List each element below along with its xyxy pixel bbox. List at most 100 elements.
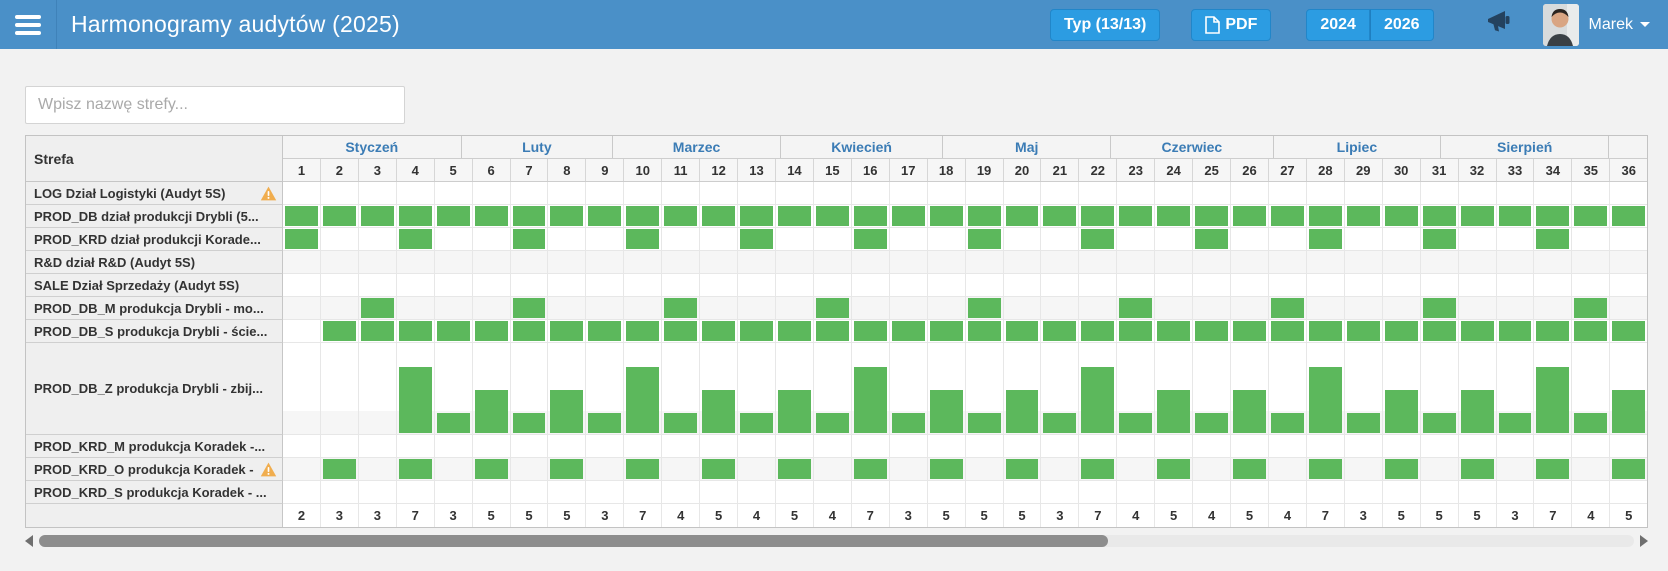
audit-cell[interactable]	[1572, 343, 1611, 435]
audit-cell[interactable]	[624, 205, 663, 228]
audit-cell[interactable]	[320, 205, 359, 228]
scrollbar-track[interactable]	[39, 535, 1634, 547]
audit-cell[interactable]	[813, 343, 852, 435]
audit-cell[interactable]	[586, 205, 625, 228]
audit-cell[interactable]	[1306, 205, 1345, 228]
audit-cell[interactable]	[358, 205, 397, 228]
audit-cell[interactable]	[1231, 458, 1269, 481]
audit-cell[interactable]	[738, 343, 776, 435]
audit-cell[interactable]	[851, 205, 890, 228]
audit-cell[interactable]	[889, 343, 928, 435]
audit-cell[interactable]	[738, 320, 776, 343]
audit-cell[interactable]	[1079, 228, 1118, 251]
audit-cell[interactable]	[1003, 205, 1042, 228]
audit-cell[interactable]	[510, 228, 549, 251]
audit-cell[interactable]	[1458, 320, 1497, 343]
audit-cell[interactable]	[1117, 297, 1156, 320]
audit-cell[interactable]	[1458, 458, 1497, 481]
audit-cell[interactable]	[1496, 343, 1535, 435]
audit-cell[interactable]	[775, 205, 814, 228]
scrollbar-thumb[interactable]	[39, 535, 1108, 547]
audit-cell[interactable]	[813, 205, 852, 228]
year-2024-button[interactable]: 2024	[1306, 8, 1370, 41]
audit-cell[interactable]	[775, 458, 814, 481]
audit-cell[interactable]	[1079, 320, 1118, 343]
audit-cell[interactable]	[738, 228, 776, 251]
audit-cell[interactable]	[283, 228, 321, 251]
audit-cell[interactable]	[1003, 343, 1042, 435]
scroll-left-arrow[interactable]	[25, 535, 33, 547]
audit-cell[interactable]	[1458, 205, 1497, 228]
audit-cell[interactable]	[700, 458, 739, 481]
year-2026-button[interactable]: 2026	[1369, 8, 1434, 41]
audit-cell[interactable]	[1155, 205, 1194, 228]
audit-cell[interactable]	[1231, 205, 1269, 228]
audit-cell[interactable]	[1496, 320, 1535, 343]
hamburger-menu-icon[interactable]	[0, 0, 57, 49]
audit-cell[interactable]	[851, 320, 890, 343]
audit-cell[interactable]	[1534, 205, 1573, 228]
audit-cell[interactable]	[700, 205, 739, 228]
audit-cell[interactable]	[548, 320, 587, 343]
audit-cell[interactable]	[586, 320, 625, 343]
audit-cell[interactable]	[396, 228, 435, 251]
audit-cell[interactable]	[662, 320, 701, 343]
audit-cell[interactable]	[1268, 205, 1307, 228]
audit-cell[interactable]	[1117, 343, 1156, 435]
audit-cell[interactable]	[851, 228, 890, 251]
audit-cell[interactable]	[1382, 205, 1421, 228]
audit-cell[interactable]	[700, 320, 739, 343]
audit-cell[interactable]	[662, 297, 701, 320]
audit-cell[interactable]	[1458, 343, 1497, 435]
audit-cell[interactable]	[851, 458, 890, 481]
audit-cell[interactable]	[1306, 320, 1345, 343]
audit-cell[interactable]	[1344, 343, 1383, 435]
audit-cell[interactable]	[662, 205, 701, 228]
audit-cell[interactable]	[1231, 320, 1269, 343]
audit-cell[interactable]	[1117, 320, 1156, 343]
audit-cell[interactable]	[927, 343, 966, 435]
audit-cell[interactable]	[1306, 228, 1345, 251]
audit-cell[interactable]	[1382, 343, 1421, 435]
audit-cell[interactable]	[624, 228, 663, 251]
audit-cell[interactable]	[624, 458, 663, 481]
audit-cell[interactable]	[1041, 343, 1080, 435]
audit-cell[interactable]	[1003, 320, 1042, 343]
audit-cell[interactable]	[472, 320, 511, 343]
audit-cell[interactable]	[1041, 320, 1080, 343]
audit-cell[interactable]	[1193, 205, 1232, 228]
audit-cell[interactable]	[1306, 458, 1345, 481]
audit-cell[interactable]	[1572, 297, 1611, 320]
audit-cell[interactable]	[662, 343, 701, 435]
audit-cell[interactable]	[510, 205, 549, 228]
audit-cell[interactable]	[889, 320, 928, 343]
audit-cell[interactable]	[1420, 343, 1459, 435]
audit-cell[interactable]	[775, 343, 814, 435]
audit-cell[interactable]	[1610, 458, 1648, 481]
audit-cell[interactable]	[586, 343, 625, 435]
audit-cell[interactable]	[1003, 458, 1042, 481]
audit-cell[interactable]	[927, 320, 966, 343]
audit-cell[interactable]	[965, 297, 1004, 320]
audit-cell[interactable]	[283, 205, 321, 228]
audit-cell[interactable]	[965, 228, 1004, 251]
audit-cell[interactable]	[1534, 458, 1573, 481]
audit-cell[interactable]	[1306, 343, 1345, 435]
audit-cell[interactable]	[510, 343, 549, 435]
audit-cell[interactable]	[1079, 205, 1118, 228]
audit-cell[interactable]	[1344, 320, 1383, 343]
audit-cell[interactable]	[1193, 320, 1232, 343]
audit-cell[interactable]	[1193, 228, 1232, 251]
audit-cell[interactable]	[434, 205, 473, 228]
audit-cell[interactable]	[813, 320, 852, 343]
audit-cell[interactable]	[396, 343, 435, 435]
audit-cell[interactable]	[548, 343, 587, 435]
audit-cell[interactable]	[965, 205, 1004, 228]
audit-cell[interactable]	[472, 205, 511, 228]
audit-cell[interactable]	[624, 343, 663, 435]
audit-cell[interactable]	[396, 205, 435, 228]
audit-cell[interactable]	[1610, 320, 1648, 343]
audit-cell[interactable]	[510, 297, 549, 320]
audit-cell[interactable]	[1268, 297, 1307, 320]
audit-cell[interactable]	[1155, 343, 1194, 435]
